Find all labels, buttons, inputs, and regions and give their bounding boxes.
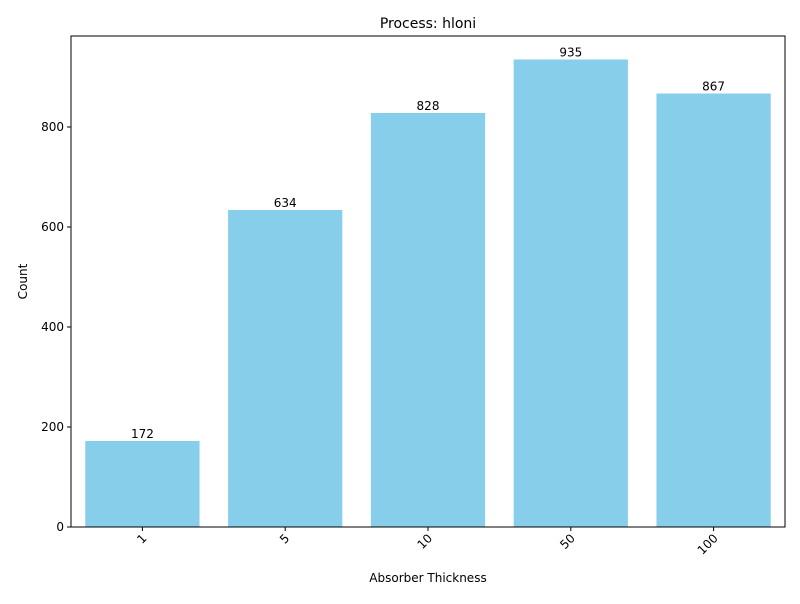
bars-layer <box>85 59 771 527</box>
y-tick-label-0: 0 <box>56 520 64 534</box>
x-tick-label-5: 5 <box>277 531 292 546</box>
data-label-1: 172 <box>131 427 154 441</box>
y-tick-label-800: 800 <box>41 120 64 134</box>
y-axis-label: Count <box>16 263 30 299</box>
plot-frame <box>70 35 786 528</box>
bar-10 <box>370 113 486 527</box>
bar-100 <box>656 93 771 527</box>
data-label-5: 634 <box>274 196 297 210</box>
x-tick-label-50: 50 <box>557 531 578 552</box>
x-tick-label-10: 10 <box>414 531 435 552</box>
y-tick-label-400: 400 <box>41 320 64 334</box>
data-labels-layer: 172 634 828 935 867 <box>131 46 725 442</box>
data-label-10: 828 <box>417 99 440 113</box>
y-axis: 0 200 400 600 800 <box>41 120 71 534</box>
bar-50 <box>513 59 628 527</box>
y-tick-label-600: 600 <box>41 220 64 234</box>
bar-5 <box>228 210 343 527</box>
bar-1 <box>85 441 200 527</box>
x-tick-label-100: 100 <box>695 531 721 557</box>
x-tick-label-1: 1 <box>134 531 149 546</box>
y-tick-label-200: 200 <box>41 420 64 434</box>
data-label-50: 935 <box>559 46 582 60</box>
chart-title: Process: hloni <box>380 16 476 32</box>
x-axis-label: Absorber Thickness <box>369 571 486 585</box>
x-axis: 1 5 10 50 100 <box>134 527 721 557</box>
data-label-100: 867 <box>702 80 725 94</box>
